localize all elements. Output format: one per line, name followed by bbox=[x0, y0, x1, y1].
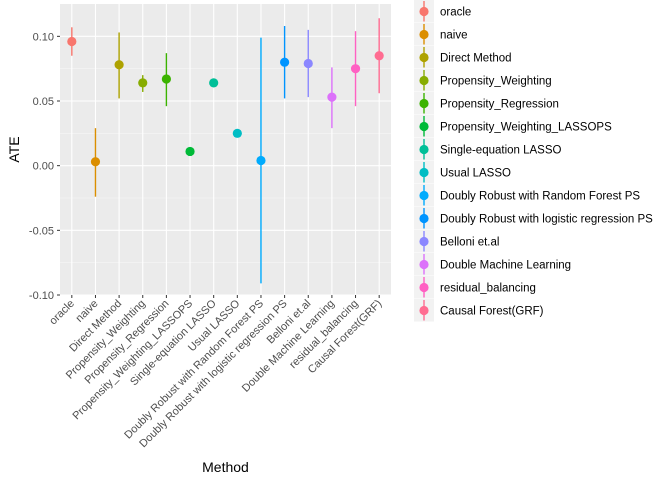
legend: oracle naive Direct Method Propensity_Weigh… bbox=[414, 0, 653, 322]
legend-label: Propensity_Weighting bbox=[440, 76, 552, 88]
y-tick-label: -0.10 bbox=[29, 290, 54, 302]
legend-key-point bbox=[419, 52, 429, 63]
legend-key-point bbox=[419, 190, 429, 201]
y-tick-label: -0.05 bbox=[29, 225, 54, 237]
legend-key-point bbox=[419, 121, 429, 132]
y-axis: -0.10 -0.05 0.00 0.05 0.10 bbox=[29, 31, 60, 302]
data-point bbox=[280, 57, 290, 67]
data-point bbox=[256, 155, 266, 166]
data-point bbox=[374, 51, 384, 61]
data-point bbox=[327, 92, 337, 102]
x-tick-label: oracle bbox=[47, 298, 77, 328]
legend-label: Usual LASSO bbox=[440, 168, 511, 180]
legend-key-point bbox=[419, 98, 429, 109]
legend-key-point bbox=[419, 259, 429, 270]
data-point bbox=[232, 128, 242, 138]
legend-label: Belloni et.al bbox=[440, 237, 499, 249]
y-tick-label: 0.05 bbox=[33, 96, 54, 108]
legend-label: Direct Method bbox=[440, 53, 512, 65]
y-axis-title: ATE bbox=[6, 136, 22, 162]
data-point bbox=[90, 157, 101, 167]
legend-key-point bbox=[419, 236, 429, 247]
legend-label: naive bbox=[440, 30, 468, 42]
legend-key-point bbox=[419, 305, 429, 316]
data-point bbox=[185, 146, 195, 157]
data-point bbox=[303, 58, 313, 69]
legend-label: Double Machine Learning bbox=[440, 260, 571, 272]
data-point bbox=[209, 78, 219, 88]
data-point bbox=[114, 60, 124, 70]
data-marks bbox=[67, 18, 384, 284]
x-axis-title: Method bbox=[202, 459, 249, 475]
data-point bbox=[350, 64, 361, 74]
y-tick-label: 0.10 bbox=[33, 31, 54, 43]
panel-background bbox=[60, 4, 391, 295]
legend-key-point bbox=[419, 213, 429, 224]
legend-label: oracle bbox=[440, 7, 471, 19]
data-point bbox=[138, 78, 148, 88]
legend-key-point bbox=[419, 282, 429, 293]
legend-label: Single-equation LASSO bbox=[440, 145, 562, 157]
legend-label: residual_balancing bbox=[440, 283, 536, 295]
legend-label: Propensity_Regression bbox=[440, 99, 559, 111]
legend-label: Doubly Robust with logistic regression P… bbox=[440, 214, 653, 226]
legend-key-point bbox=[419, 144, 429, 155]
legend-key-point bbox=[419, 167, 429, 178]
legend-key-point bbox=[419, 6, 429, 17]
data-point bbox=[161, 74, 171, 84]
legend-label: Causal Forest(GRF) bbox=[440, 306, 544, 318]
legend-label: Propensity_Weighting_LASSOPS bbox=[440, 122, 612, 134]
legend-key-point bbox=[419, 75, 429, 86]
y-tick-label: 0.00 bbox=[33, 161, 54, 173]
legend-label: Doubly Robust with Random Forest PS bbox=[440, 191, 640, 203]
data-point bbox=[67, 36, 77, 47]
legend-key-point bbox=[419, 29, 429, 40]
grid-minor bbox=[60, 68, 391, 263]
